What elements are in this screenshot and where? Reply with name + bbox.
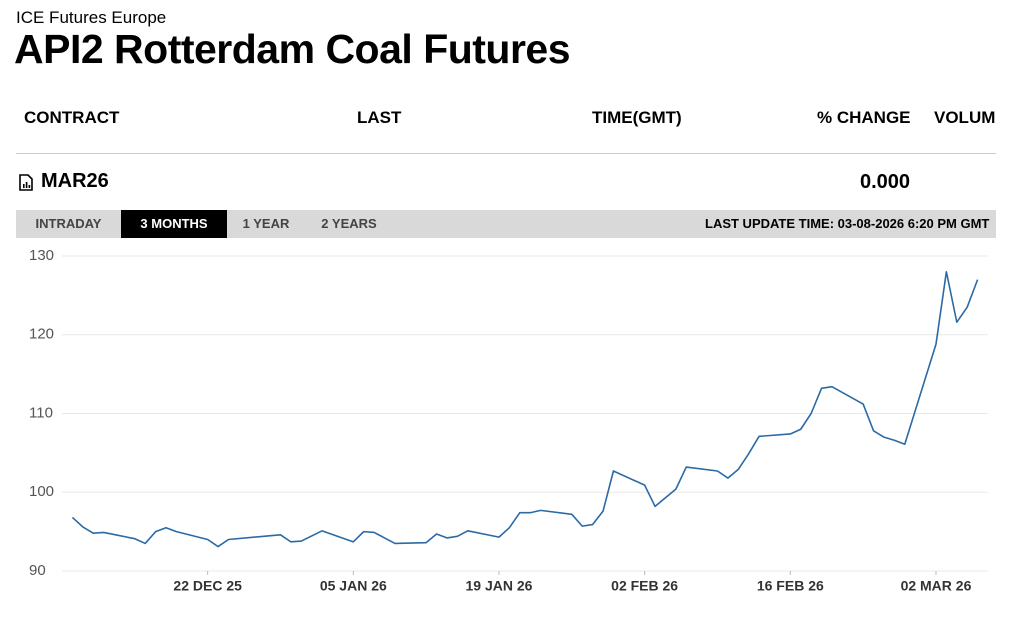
column-header: VOLUME — [934, 108, 996, 127]
y-tick-label: 90 — [29, 562, 46, 579]
chart: 90 100 110 120 130 22 DEC 25 05 JAN 26 19 JAN 2… — [29, 247, 988, 594]
contract-name[interactable]: MAR26 — [41, 170, 109, 192]
range-tab[interactable]: INTRADAY — [35, 216, 102, 231]
y-tick-label: 130 — [29, 247, 54, 264]
column-header: CONTRACT — [24, 108, 120, 127]
y-tick-label: 120 — [29, 326, 54, 343]
range-tab[interactable]: 2 YEARS — [321, 216, 377, 231]
page-title: API2 Rotterdam Coal Futures — [14, 26, 571, 72]
range-tab[interactable]: 1 YEAR — [242, 216, 290, 231]
column-header: TIME(GMT) — [592, 108, 682, 127]
y-tick-label: 100 — [29, 483, 54, 500]
price-line — [71, 270, 979, 548]
range-tab[interactable]: 3 MONTHS — [121, 210, 227, 238]
y-tick-label: 110 — [29, 404, 53, 421]
x-tick-label: 02 MAR 26 — [901, 578, 972, 594]
table-header: CONTRACT LAST TIME(GMT) % CHANGE VOLUME — [0, 108, 996, 132]
divider — [16, 153, 996, 154]
x-tick-label: 19 JAN 26 — [466, 578, 533, 594]
last-update: LAST UPDATE TIME: 03-08-2026 6:20 PM GMT — [705, 216, 990, 231]
x-tick-label: 22 DEC 25 — [173, 578, 242, 594]
column-header: LAST — [357, 108, 402, 127]
contract-icon — [19, 174, 33, 191]
tab-bar: LAST UPDATE TIME: 03-08-2026 6:20 PM GMT… — [16, 210, 996, 238]
x-tick-label: 02 FEB 26 — [611, 578, 678, 594]
x-tick-label: 16 FEB 26 — [757, 578, 824, 594]
exchange: ICE Futures Europe — [16, 8, 167, 27]
percent-change: 0.000 — [860, 171, 911, 193]
column-header: % CHANGE — [817, 108, 911, 127]
x-tick-label: 05 JAN 26 — [320, 578, 387, 594]
